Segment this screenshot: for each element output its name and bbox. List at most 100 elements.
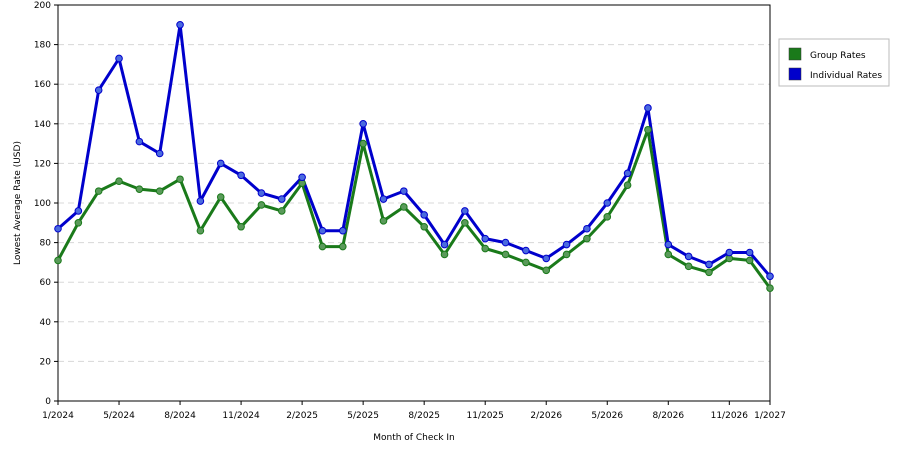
data-point-individual-rates xyxy=(745,248,754,257)
data-point-individual-rates xyxy=(603,199,612,207)
x-tick-label: 5/2026 xyxy=(591,411,623,421)
data-point-individual-rates xyxy=(725,248,734,257)
data-point-individual-rates xyxy=(623,169,632,178)
data-point-group-rates xyxy=(583,234,591,243)
data-point-group-rates xyxy=(94,187,103,195)
x-tick-label: 11/2025 xyxy=(467,411,504,421)
data-point-group-rates xyxy=(644,125,652,134)
data-point-individual-rates xyxy=(339,226,347,235)
y-tick-label: 120 xyxy=(34,159,51,169)
data-point-group-rates xyxy=(400,203,408,211)
x-tick-label: 8/2025 xyxy=(408,411,440,421)
series-markers xyxy=(54,21,774,292)
x-tick-label: 1/2024 xyxy=(42,411,74,421)
x-tick-label: 1/2027 xyxy=(754,411,786,421)
data-point-group-rates xyxy=(522,258,530,267)
data-point-group-rates xyxy=(379,217,388,225)
data-point-group-rates xyxy=(216,193,225,201)
x-tick-label: 11/2024 xyxy=(222,411,260,421)
series-line-group-rates xyxy=(56,128,772,289)
data-point-individual-rates xyxy=(298,173,306,182)
data-point-individual-rates xyxy=(318,226,327,235)
data-point-individual-rates xyxy=(74,207,83,215)
data-point-individual-rates xyxy=(481,234,490,243)
data-point-group-rates xyxy=(684,262,693,271)
data-point-group-rates xyxy=(481,244,490,253)
data-point-group-rates xyxy=(766,284,774,292)
data-point-group-rates xyxy=(440,250,449,259)
data-point-group-rates xyxy=(745,256,754,265)
data-point-group-rates xyxy=(664,250,673,259)
x-tick-label: 5/2025 xyxy=(347,411,379,421)
y-tick-label: 160 xyxy=(34,80,51,90)
y-tick-label: 60 xyxy=(40,278,52,288)
data-point-group-rates xyxy=(176,175,184,184)
data-point-group-rates xyxy=(461,219,469,227)
x-tick-label: 8/2026 xyxy=(652,411,684,421)
data-point-individual-rates xyxy=(135,137,144,146)
data-point-group-rates xyxy=(562,250,571,259)
legend-swatch xyxy=(788,47,802,61)
data-point-individual-rates xyxy=(359,120,367,128)
data-point-individual-rates xyxy=(237,171,245,180)
data-point-group-rates xyxy=(237,222,245,231)
data-point-individual-rates xyxy=(501,238,510,247)
series-lines xyxy=(56,23,772,289)
data-point-group-rates xyxy=(359,139,367,148)
y-tick-label: 140 xyxy=(34,120,51,130)
data-point-individual-rates xyxy=(644,104,652,112)
data-point-group-rates xyxy=(54,256,62,265)
data-point-group-rates xyxy=(501,250,510,259)
data-point-group-rates xyxy=(623,181,632,189)
data-point-individual-rates xyxy=(583,224,591,233)
data-point-individual-rates xyxy=(216,159,225,168)
data-point-individual-rates xyxy=(379,195,388,203)
y-tick-label: 100 xyxy=(34,199,51,209)
legend: Group Rates Individual Rates xyxy=(778,38,890,87)
y-tick-label: 80 xyxy=(40,239,52,249)
x-tick-label: 2/2025 xyxy=(286,411,318,421)
data-point-group-rates xyxy=(277,207,286,215)
data-point-group-rates xyxy=(115,177,123,186)
data-point-individual-rates xyxy=(542,254,551,263)
data-point-group-rates xyxy=(196,226,205,235)
data-point-group-rates xyxy=(155,187,164,195)
data-point-individual-rates xyxy=(684,252,693,261)
x-tick-label: 5/2024 xyxy=(103,411,135,421)
data-point-individual-rates xyxy=(94,86,103,94)
y-axis: 0 20 40 60 80 100 120 140 160 180 200 xyxy=(34,1,58,407)
data-point-individual-rates xyxy=(705,260,713,269)
data-point-individual-rates xyxy=(155,149,164,158)
y-axis-title: Lowest Average Rate (USD) xyxy=(13,141,23,265)
data-point-group-rates xyxy=(603,213,612,221)
data-point-group-rates xyxy=(339,242,347,251)
data-point-individual-rates xyxy=(664,240,673,249)
x-tick-label: 11/2026 xyxy=(711,411,749,421)
data-point-group-rates xyxy=(542,266,551,275)
y-tick-label: 180 xyxy=(34,41,51,51)
data-point-individual-rates xyxy=(176,21,184,29)
data-point-individual-rates xyxy=(54,224,62,233)
y-tick-label: 0 xyxy=(45,397,51,407)
y-tick-label: 20 xyxy=(40,357,52,367)
x-axis-title: Month of Check In xyxy=(373,433,455,443)
x-tick-label: 2/2026 xyxy=(530,411,562,421)
legend-label: Group Rates xyxy=(810,51,866,61)
series-line-individual-rates xyxy=(57,23,772,278)
data-point-individual-rates xyxy=(420,211,428,219)
data-point-individual-rates xyxy=(522,246,530,255)
data-point-individual-rates xyxy=(461,207,469,215)
data-point-group-rates xyxy=(420,222,428,231)
data-point-individual-rates xyxy=(196,197,205,205)
data-point-individual-rates xyxy=(257,189,266,197)
data-point-individual-rates xyxy=(766,272,774,281)
data-point-group-rates xyxy=(705,268,713,277)
data-point-individual-rates xyxy=(440,240,449,249)
y-tick-label: 40 xyxy=(40,318,52,328)
y-tick-label: 200 xyxy=(34,1,51,11)
data-point-individual-rates xyxy=(115,54,123,63)
data-point-individual-rates xyxy=(400,187,408,195)
legend-label: Individual Rates xyxy=(810,71,882,81)
data-point-group-rates xyxy=(135,185,144,193)
